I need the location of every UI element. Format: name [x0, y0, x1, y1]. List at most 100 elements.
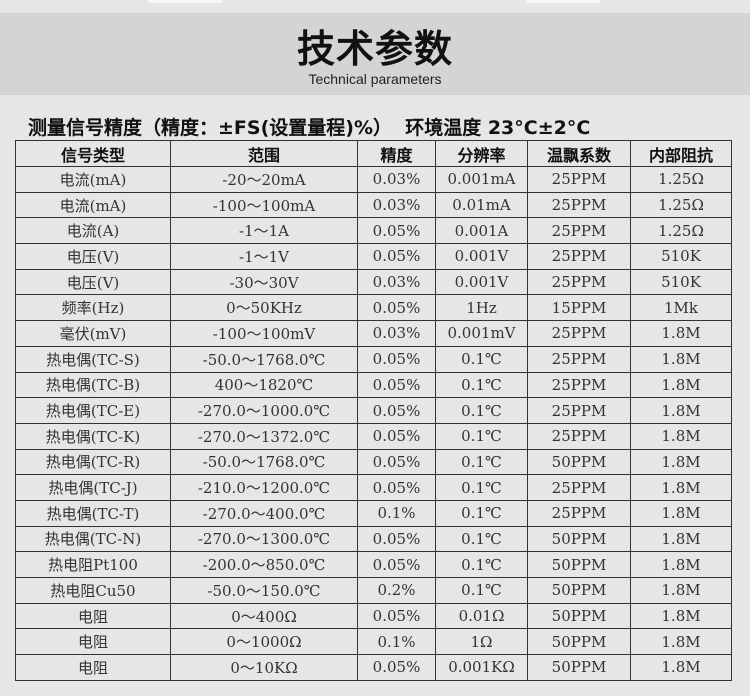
- table-header-row: 信号类型 范围 精度 分辨率 温飘系数 内部阻抗: [15, 140, 732, 167]
- table-row: 电阻 0～1000Ω 0.1% 1Ω 50PPM 1.8M: [15, 628, 732, 656]
- top-tab-left: [148, 0, 222, 3]
- table-row: 电阻 0～10KΩ 0.05% 0.001KΩ 50PPM 1.8M: [15, 654, 732, 681]
- table-cell: 0.1℃: [435, 474, 528, 501]
- column-header: 分辨率: [435, 140, 528, 167]
- table-cell: 1Hz: [435, 294, 528, 322]
- table-cell: -270.0～1000.0℃: [170, 397, 358, 424]
- table-cell: 25PPM: [527, 422, 631, 450]
- table-cell: 1Mk: [630, 294, 732, 322]
- table-cell: 25PPM: [527, 345, 631, 373]
- table-cell: 0.05%: [357, 217, 436, 245]
- table-cell: 25PPM: [527, 474, 631, 501]
- table-cell: 0.1℃: [435, 397, 528, 424]
- header-band: 技术参数 Technical parameters: [0, 13, 750, 95]
- table-cell: 热电偶(TC-R): [15, 448, 171, 476]
- table-cell: 1.8M: [630, 448, 732, 476]
- table-cell: 0～1000Ω: [170, 628, 358, 656]
- table-cell: 0.1℃: [435, 577, 528, 604]
- table-cell: 电阻: [15, 602, 171, 630]
- table-cell: -200.0～850.0℃: [170, 551, 358, 578]
- column-header: 信号类型: [15, 140, 171, 167]
- table-cell: 1.8M: [630, 474, 732, 501]
- table-row: 热电偶(TC-K) -270.0～1372.0℃ 0.05% 0.1℃ 25PPM 1.8…: [15, 422, 732, 450]
- table-cell: 0.05%: [357, 397, 436, 424]
- table-cell: 25PPM: [527, 397, 631, 424]
- table-row: 热电偶(TC-J) -210.0～1200.0℃ 0.05% 0.1℃ 25PPM 1.8…: [15, 474, 732, 501]
- table-cell: 0.01mA: [435, 191, 528, 219]
- table-cell: 0.03%: [357, 166, 436, 193]
- table-cell: 1.8M: [630, 525, 732, 553]
- table-cell: 0～400Ω: [170, 602, 358, 630]
- top-tab-right: [526, 0, 600, 3]
- table-cell: 1.8M: [630, 320, 732, 347]
- table-cell: 0.001KΩ: [435, 654, 528, 681]
- table-cell: 0.001mV: [435, 320, 528, 347]
- table-cell: 频率(Hz): [15, 294, 171, 322]
- table-cell: 15PPM: [527, 294, 631, 322]
- table-cell: -270.0～1300.0℃: [170, 525, 358, 553]
- table-cell: -100～100mA: [170, 191, 358, 219]
- table-cell: 电流(A): [15, 217, 171, 245]
- table-cell: -270.0～400.0℃: [170, 499, 358, 527]
- table-row: 电阻 0～400Ω 0.05% 0.01Ω 50PPM 1.8M: [15, 602, 732, 630]
- table-row: 热电偶(TC-R) -50.0～1768.0℃ 0.05% 0.1℃ 50PPM 1.8M: [15, 448, 732, 476]
- table-cell: 400～1820℃: [170, 371, 358, 399]
- table-cell: -20～20mA: [170, 166, 358, 193]
- column-header: 内部阻抗: [630, 140, 732, 167]
- table-cell: 25PPM: [527, 191, 631, 219]
- page-title: 技术参数: [296, 27, 453, 71]
- table-cell: 电流(mA): [15, 166, 171, 193]
- table-row: 热电偶(TC-S) -50.0～1768.0℃ 0.05% 0.1℃ 25PPM 1.8M: [15, 345, 732, 373]
- table-cell: 1Ω: [435, 628, 528, 656]
- table-row: 频率(Hz) 0～50KHz 0.05% 1Hz 15PPM 1Mk: [15, 294, 732, 322]
- table-cell: 0.05%: [357, 474, 436, 501]
- table-cell: 1.8M: [630, 577, 732, 604]
- table-row: 热电偶(TC-E) -270.0～1000.0℃ 0.05% 0.1℃ 25PPM 1.8…: [15, 397, 732, 424]
- table-cell: 25PPM: [527, 217, 631, 245]
- table-cell: 1.25Ω: [630, 166, 732, 193]
- table-cell: 0.1℃: [435, 345, 528, 373]
- table-cell: 0.05%: [357, 371, 436, 399]
- table-cell: 1.8M: [630, 397, 732, 424]
- page-subtitle: Technical parameters: [308, 71, 442, 87]
- table-cell: 热电偶(TC-J): [15, 474, 171, 501]
- table-cell: 0.05%: [357, 422, 436, 450]
- table-cell: 0.1%: [357, 499, 436, 527]
- table-row: 电流(A) -1～1A 0.05% 0.001A 25PPM 1.25Ω: [15, 217, 732, 245]
- table-cell: 25PPM: [527, 371, 631, 399]
- table-row: 热电阻Cu50 -50.0～150.0℃ 0.2% 0.1℃ 50PPM 1.8M: [15, 577, 732, 604]
- column-header: 温飘系数: [527, 140, 631, 167]
- table-cell: 25PPM: [527, 320, 631, 347]
- table-cell: 1.25Ω: [630, 217, 732, 245]
- table-cell: 50PPM: [527, 525, 631, 553]
- table-cell: 510K: [630, 243, 732, 270]
- table-cell: 0.001A: [435, 217, 528, 245]
- table-cell: 0.05%: [357, 243, 436, 270]
- table-cell: 0.03%: [357, 191, 436, 219]
- table-cell: 50PPM: [527, 602, 631, 630]
- table-row: 热电偶(TC-B) 400～1820℃ 0.05% 0.1℃ 25PPM 1.8M: [15, 371, 732, 399]
- table-cell: -1～1V: [170, 243, 358, 270]
- table-cell: 电阻: [15, 654, 171, 681]
- table-row: 电流(mA) -100～100mA 0.03% 0.01mA 25PPM 1.25Ω: [15, 191, 732, 219]
- table-cell: 0.2%: [357, 577, 436, 604]
- table-cell: 0.05%: [357, 448, 436, 476]
- table-row: 电压(V) -1～1V 0.05% 0.001V 25PPM 510K: [15, 243, 732, 270]
- table-cell: 1.8M: [630, 602, 732, 630]
- table-cell: 25PPM: [527, 166, 631, 193]
- table-cell: 1.8M: [630, 371, 732, 399]
- table-cell: 电压(V): [15, 268, 171, 296]
- table-cell: 热电偶(TC-B): [15, 371, 171, 399]
- table-cell: -270.0～1372.0℃: [170, 422, 358, 450]
- table-cell: 0.1℃: [435, 525, 528, 553]
- table-cell: 1.25Ω: [630, 191, 732, 219]
- table-cell: 热电偶(TC-N): [15, 525, 171, 553]
- table-cell: 50PPM: [527, 551, 631, 578]
- table-cell: -100～100mV: [170, 320, 358, 347]
- table-cell: 电压(V): [15, 243, 171, 270]
- table-cell: 0.001V: [435, 243, 528, 270]
- table-cell: -50.0～1768.0℃: [170, 345, 358, 373]
- table-cell: 50PPM: [527, 628, 631, 656]
- table-cell: 0～10KΩ: [170, 654, 358, 681]
- table-cell: 0.1℃: [435, 551, 528, 578]
